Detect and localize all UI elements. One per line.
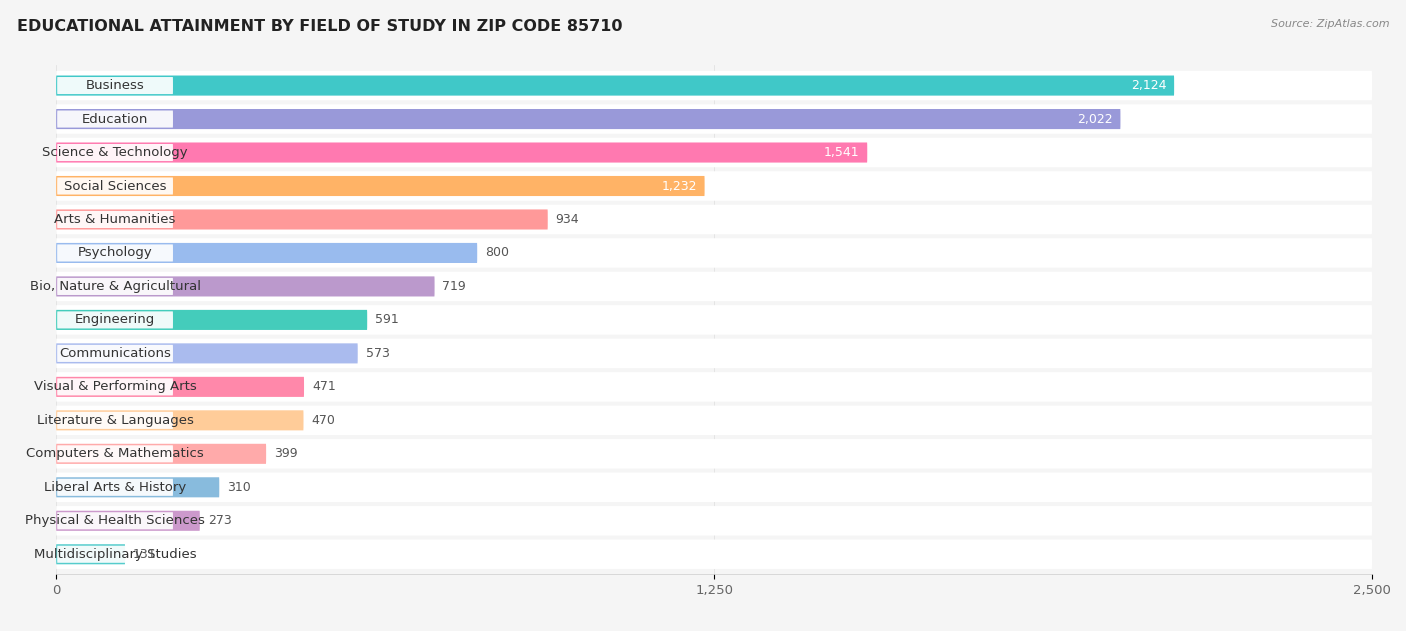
FancyBboxPatch shape <box>56 239 1372 268</box>
FancyBboxPatch shape <box>56 71 1372 100</box>
FancyBboxPatch shape <box>56 104 1372 134</box>
Text: 1,541: 1,541 <box>824 146 859 159</box>
Text: Multidisciplinary Studies: Multidisciplinary Studies <box>34 548 197 561</box>
Text: 591: 591 <box>375 314 399 326</box>
Text: 131: 131 <box>134 548 156 561</box>
FancyBboxPatch shape <box>56 272 1372 301</box>
FancyBboxPatch shape <box>56 143 868 163</box>
FancyBboxPatch shape <box>56 171 1372 201</box>
FancyBboxPatch shape <box>56 410 304 430</box>
Text: Source: ZipAtlas.com: Source: ZipAtlas.com <box>1271 19 1389 29</box>
FancyBboxPatch shape <box>56 343 357 363</box>
FancyBboxPatch shape <box>58 311 173 329</box>
Text: 934: 934 <box>555 213 579 226</box>
Text: Liberal Arts & History: Liberal Arts & History <box>44 481 186 494</box>
Text: Visual & Performing Arts: Visual & Performing Arts <box>34 380 197 393</box>
FancyBboxPatch shape <box>56 540 1372 569</box>
FancyBboxPatch shape <box>58 445 173 463</box>
Text: 800: 800 <box>485 247 509 259</box>
FancyBboxPatch shape <box>56 138 1372 167</box>
Text: 310: 310 <box>228 481 250 494</box>
FancyBboxPatch shape <box>56 176 704 196</box>
Text: Bio, Nature & Agricultural: Bio, Nature & Agricultural <box>30 280 201 293</box>
FancyBboxPatch shape <box>58 177 173 194</box>
FancyBboxPatch shape <box>58 512 173 529</box>
FancyBboxPatch shape <box>56 339 1372 368</box>
FancyBboxPatch shape <box>56 209 548 230</box>
FancyBboxPatch shape <box>56 276 434 297</box>
FancyBboxPatch shape <box>56 305 1372 334</box>
FancyBboxPatch shape <box>56 204 1372 234</box>
FancyBboxPatch shape <box>56 444 266 464</box>
FancyBboxPatch shape <box>56 377 304 397</box>
Text: 2,124: 2,124 <box>1130 79 1166 92</box>
FancyBboxPatch shape <box>58 345 173 362</box>
FancyBboxPatch shape <box>56 372 1372 401</box>
Text: Science & Technology: Science & Technology <box>42 146 188 159</box>
Text: 2,022: 2,022 <box>1077 112 1112 126</box>
FancyBboxPatch shape <box>56 506 1372 536</box>
FancyBboxPatch shape <box>56 439 1372 469</box>
FancyBboxPatch shape <box>58 546 173 563</box>
FancyBboxPatch shape <box>58 77 173 94</box>
Text: Communications: Communications <box>59 347 172 360</box>
Text: Arts & Humanities: Arts & Humanities <box>55 213 176 226</box>
Text: 399: 399 <box>274 447 298 461</box>
FancyBboxPatch shape <box>58 412 173 429</box>
Text: Engineering: Engineering <box>75 314 155 326</box>
Text: Physical & Health Sciences: Physical & Health Sciences <box>25 514 205 528</box>
Text: Psychology: Psychology <box>77 247 152 259</box>
Text: 470: 470 <box>311 414 335 427</box>
Text: 273: 273 <box>208 514 232 528</box>
FancyBboxPatch shape <box>56 243 477 263</box>
FancyBboxPatch shape <box>58 379 173 396</box>
Text: EDUCATIONAL ATTAINMENT BY FIELD OF STUDY IN ZIP CODE 85710: EDUCATIONAL ATTAINMENT BY FIELD OF STUDY… <box>17 19 623 34</box>
FancyBboxPatch shape <box>56 76 1174 96</box>
Text: 471: 471 <box>312 380 336 393</box>
Text: Business: Business <box>86 79 145 92</box>
FancyBboxPatch shape <box>56 544 125 564</box>
Text: Education: Education <box>82 112 148 126</box>
Text: 573: 573 <box>366 347 389 360</box>
FancyBboxPatch shape <box>58 244 173 261</box>
FancyBboxPatch shape <box>58 110 173 127</box>
Text: 1,232: 1,232 <box>661 179 697 192</box>
FancyBboxPatch shape <box>56 477 219 497</box>
FancyBboxPatch shape <box>58 211 173 228</box>
FancyBboxPatch shape <box>56 109 1121 129</box>
Text: Social Sciences: Social Sciences <box>63 179 166 192</box>
FancyBboxPatch shape <box>56 406 1372 435</box>
FancyBboxPatch shape <box>56 310 367 330</box>
FancyBboxPatch shape <box>56 473 1372 502</box>
FancyBboxPatch shape <box>58 144 173 161</box>
Text: Computers & Mathematics: Computers & Mathematics <box>27 447 204 461</box>
FancyBboxPatch shape <box>58 479 173 496</box>
Text: Literature & Languages: Literature & Languages <box>37 414 194 427</box>
Text: 719: 719 <box>443 280 467 293</box>
FancyBboxPatch shape <box>58 278 173 295</box>
FancyBboxPatch shape <box>56 510 200 531</box>
